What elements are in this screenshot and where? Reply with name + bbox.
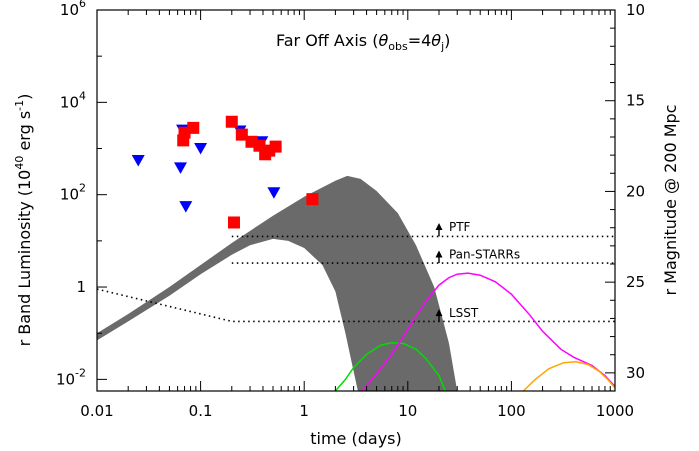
upper-limit-marker-1 xyxy=(174,162,188,174)
ylabel-exp2: -1 xyxy=(13,100,26,111)
x-tick-label: 100 xyxy=(497,402,526,420)
ylabel-mid: erg s xyxy=(15,111,34,156)
chart-title: Far Off Axis (θobs=4θj) xyxy=(276,31,450,53)
y-tick-label: 106 xyxy=(60,0,86,19)
title-theta-obs: θ xyxy=(378,31,388,50)
y-tick-label: 102 xyxy=(60,182,86,204)
title-equals: =4 xyxy=(408,31,432,50)
plot-frame xyxy=(96,9,616,392)
detection-marker-11 xyxy=(306,193,319,206)
y-tick-label: 104 xyxy=(60,89,86,111)
plot-data xyxy=(97,115,615,391)
limit-arrow-head-2 xyxy=(435,309,443,317)
annotation-pan-starrs: Pan-STARRs xyxy=(449,247,520,261)
limit-arrow-head-1 xyxy=(435,250,443,258)
x-axis-title: time (days) xyxy=(310,429,401,448)
upper-limit-marker-7 xyxy=(267,187,281,199)
x-tick-label: 10 xyxy=(398,402,417,420)
light-curve-1 xyxy=(361,272,615,391)
threshold-line-2 xyxy=(97,288,615,323)
detection-marker-5 xyxy=(235,128,248,141)
model-band xyxy=(97,175,458,391)
title-close: ) xyxy=(444,31,450,50)
title-sub-j: j xyxy=(440,40,444,53)
title-theta-j: θ xyxy=(431,31,441,50)
upper-limit-marker-4 xyxy=(194,143,208,155)
ylabel-post: ) xyxy=(15,94,34,100)
light-curve-0 xyxy=(334,342,446,391)
y2-axis-title: r Magnitude @ 200 Mpc xyxy=(661,105,680,296)
annotation-ptf: PTF xyxy=(449,220,471,234)
annotation-lsst: LSST xyxy=(449,306,479,320)
axis-ticks: 0.01 0.1 1 10 100 1000 10-2 1 102 104 106 10 15 20 25 3… xyxy=(56,0,645,420)
y-axis-title: r Band Luminosity (1040 erg s-1) xyxy=(13,94,34,347)
y2-tick-label: 10 xyxy=(626,1,645,19)
detection-marker-3 xyxy=(225,115,238,128)
detection-marker-10 xyxy=(269,140,282,153)
detection-marker-2 xyxy=(187,121,200,134)
title-sub-obs: obs xyxy=(388,40,408,53)
ylabel-pre: r Band Luminosity (10 xyxy=(15,170,34,347)
y-tick-label: 10-2 xyxy=(56,366,86,388)
x-tick-label: 0.1 xyxy=(189,402,213,420)
y2-tick-label: 15 xyxy=(626,92,645,110)
threshold-annotations: PTF Pan-STARRs LSST xyxy=(435,220,520,322)
title-main: Far Off Axis ( xyxy=(276,31,378,50)
ylabel-exp1: 40 xyxy=(13,156,26,170)
y-tick-label: 1 xyxy=(76,278,86,296)
detection-marker-4 xyxy=(227,216,240,229)
limit-arrow-head-0 xyxy=(435,223,443,231)
upper-limit-marker-3 xyxy=(179,201,193,213)
x-tick-label: 1000 xyxy=(596,402,634,420)
y2-tick-label: 25 xyxy=(626,273,645,291)
y2-tick-label: 20 xyxy=(626,182,645,200)
x-tick-label: 0.01 xyxy=(80,402,113,420)
upper-limit-marker-0 xyxy=(131,155,145,167)
light-curve-2 xyxy=(522,361,615,391)
x-tick-label: 1 xyxy=(299,402,309,420)
y2-tick-label: 30 xyxy=(626,364,645,382)
